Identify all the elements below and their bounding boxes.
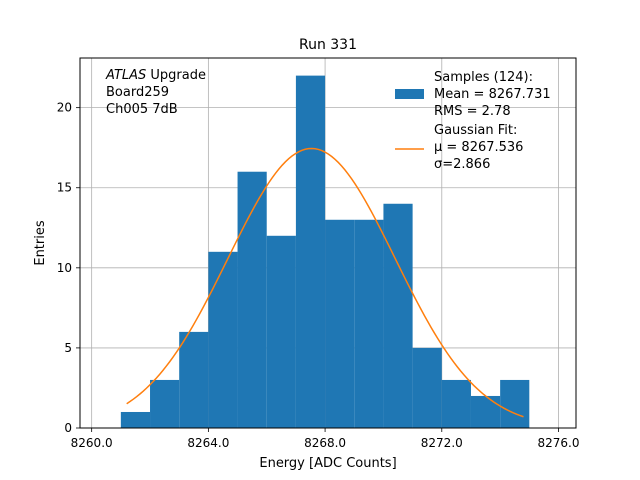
y-tick-label: 5 (64, 341, 72, 355)
x-tick-label: 8272.0 (421, 436, 463, 450)
histogram-bars (120, 75, 530, 428)
x-axis-ticks: 8260.0 8264.0 8268.0 8272.0 8276.0 (71, 428, 579, 450)
annotation-text: Upgrade (146, 68, 206, 83)
histogram-bar (179, 331, 209, 428)
y-tick-label: 0 (64, 421, 72, 435)
annotation-line: Ch005 7dB (106, 102, 178, 117)
y-tick-label: 10 (57, 261, 72, 275)
annotation-line: Board259 (106, 85, 169, 100)
x-tick-label: 8260.0 (71, 436, 113, 450)
x-tick-label: 8268.0 (304, 436, 346, 450)
legend-samples-text: Samples (124): (434, 70, 533, 85)
annotation-line: ATLAS Upgrade (105, 68, 206, 83)
gaussian-fit (126, 147, 524, 418)
x-tick-label: 8264.0 (187, 436, 229, 450)
fit-curve (126, 147, 524, 418)
plot-frame (79, 57, 577, 429)
annotation-text: Board259 (106, 85, 169, 100)
histogram-bar (412, 347, 442, 428)
histogram-bar (208, 251, 238, 428)
legend-bar-swatch (395, 89, 424, 99)
histogram-bar (295, 75, 326, 428)
y-tick-label: 15 (57, 181, 72, 195)
legend: Samples (124): Mean = 8267.731 RMS = 2.7… (395, 70, 551, 172)
legend-fit-text: Gaussian Fit: (434, 123, 517, 138)
legend-fit-text: μ = 8267.536 (434, 140, 523, 155)
legend-samples-text: Mean = 8267.731 (434, 87, 551, 102)
y-axis-ticks: 0 5 10 15 20 (57, 101, 80, 435)
x-axis-label: Energy [ADC Counts] (259, 456, 396, 471)
chart-title: Run 331 (299, 37, 357, 53)
histogram-bar (441, 379, 471, 428)
atlas-annotation: ATLAS Upgrade Board259 Ch005 7dB (105, 68, 206, 117)
histogram-bar (470, 395, 501, 428)
histogram-bar (500, 379, 530, 428)
histogram-bar (150, 379, 180, 428)
annotation-text: Ch005 7dB (106, 102, 178, 117)
y-axis-label: Entries (33, 220, 48, 266)
legend-samples-text: RMS = 2.78 (434, 104, 511, 119)
histogram-bar (120, 411, 151, 428)
histogram-bar (266, 235, 296, 428)
histogram-bar (383, 203, 413, 428)
x-tick-label: 8276.0 (537, 436, 579, 450)
histogram-bar (237, 171, 267, 428)
annotation-italic: ATLAS (105, 68, 146, 83)
y-tick-label: 20 (57, 101, 72, 115)
histogram-bar (354, 219, 384, 428)
legend-fit-text: σ=2.866 (434, 157, 490, 172)
histogram-bar (325, 219, 355, 428)
